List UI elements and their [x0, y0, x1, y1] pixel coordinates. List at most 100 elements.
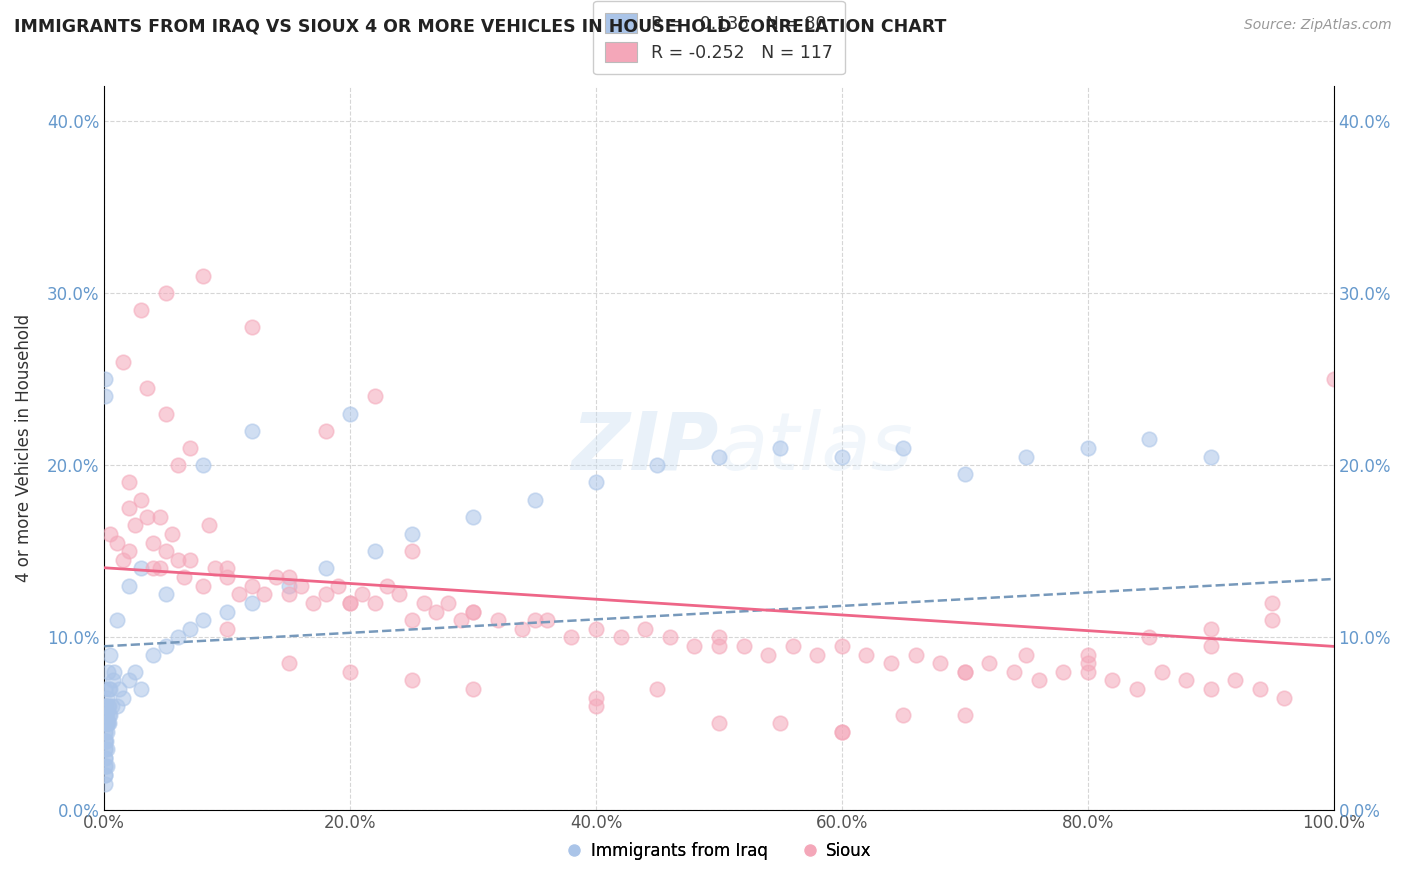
Point	[240, 320, 263, 334]
Point	[94, 768, 117, 782]
Point	[461, 605, 484, 619]
Point	[1028, 673, 1050, 688]
Point	[733, 639, 755, 653]
Point	[96, 716, 118, 731]
Point	[806, 648, 828, 662]
Y-axis label: 4 or more Vehicles in Household: 4 or more Vehicles in Household	[15, 314, 32, 582]
Point	[155, 285, 177, 300]
Point	[136, 509, 159, 524]
Point	[450, 613, 472, 627]
Point	[240, 596, 263, 610]
Point	[94, 759, 117, 773]
Point	[94, 751, 117, 765]
Point	[1175, 673, 1198, 688]
Point	[707, 631, 730, 645]
Point	[880, 656, 903, 670]
Point	[124, 518, 146, 533]
Point	[94, 389, 117, 403]
Point	[375, 579, 398, 593]
Point	[891, 707, 914, 722]
Point	[658, 631, 681, 645]
Point	[94, 742, 117, 756]
Point	[118, 673, 141, 688]
Point	[486, 613, 509, 627]
Point	[96, 690, 118, 705]
Point	[769, 441, 792, 455]
Point	[97, 699, 120, 714]
Point	[97, 681, 120, 696]
Point	[1199, 450, 1222, 464]
Point	[94, 751, 117, 765]
Point	[277, 570, 299, 584]
Point	[124, 665, 146, 679]
Point	[461, 681, 484, 696]
Point	[585, 622, 607, 636]
Point	[94, 733, 117, 747]
Point	[228, 587, 250, 601]
Point	[585, 699, 607, 714]
Point	[253, 587, 276, 601]
Point	[96, 742, 118, 756]
Point	[891, 441, 914, 455]
Point	[167, 631, 190, 645]
Point	[111, 690, 134, 705]
Point	[118, 501, 141, 516]
Point	[94, 699, 117, 714]
Point	[1101, 673, 1123, 688]
Point	[388, 587, 411, 601]
Point	[155, 639, 177, 653]
Point	[425, 605, 447, 619]
Point	[129, 492, 152, 507]
Point	[108, 681, 131, 696]
Point	[707, 716, 730, 731]
Point	[167, 553, 190, 567]
Point	[277, 579, 299, 593]
Point	[118, 579, 141, 593]
Point	[1077, 441, 1099, 455]
Point	[129, 681, 152, 696]
Point	[1126, 681, 1149, 696]
Point	[609, 631, 631, 645]
Point	[191, 268, 214, 283]
Point	[94, 681, 117, 696]
Point	[105, 699, 128, 714]
Point	[142, 561, 165, 575]
Point	[100, 699, 122, 714]
Point	[1052, 665, 1074, 679]
Point	[100, 707, 122, 722]
Point	[173, 570, 195, 584]
Point	[98, 699, 121, 714]
Point	[1323, 372, 1346, 386]
Point	[1199, 622, 1222, 636]
Point	[111, 553, 134, 567]
Point	[302, 596, 325, 610]
Point	[953, 467, 976, 481]
Point	[96, 716, 118, 731]
Point	[831, 639, 853, 653]
Point	[94, 777, 117, 791]
Point	[315, 424, 337, 438]
Point	[634, 622, 657, 636]
Point	[148, 509, 170, 524]
Point	[277, 656, 299, 670]
Point	[155, 587, 177, 601]
Point	[217, 605, 239, 619]
Point	[1002, 665, 1025, 679]
Point	[94, 733, 117, 747]
Point	[769, 716, 792, 731]
Point	[94, 742, 117, 756]
Point	[401, 673, 423, 688]
Point	[204, 561, 226, 575]
Point	[111, 355, 134, 369]
Point	[953, 665, 976, 679]
Point	[979, 656, 1001, 670]
Point	[904, 648, 927, 662]
Point	[266, 570, 288, 584]
Point	[1150, 665, 1173, 679]
Point	[461, 605, 484, 619]
Point	[1077, 648, 1099, 662]
Point	[339, 596, 361, 610]
Point	[929, 656, 952, 670]
Point	[197, 518, 219, 533]
Point	[94, 716, 117, 731]
